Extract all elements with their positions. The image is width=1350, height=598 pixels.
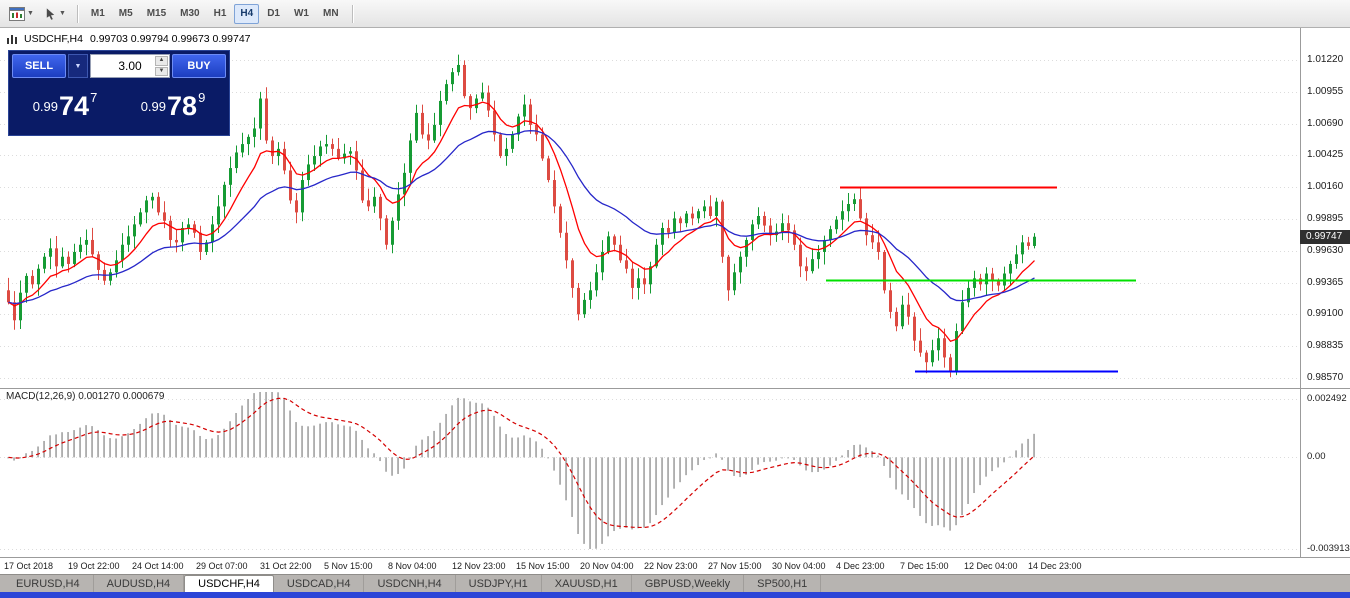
chart-ohlc-values: 0.99703 0.99794 0.99673 0.99747 [89,33,251,45]
macd-indicator-label: MACD(12,26,9) 0.001270 0.000679 [6,391,165,402]
macd-axis-label: -0.003913 [1307,542,1350,554]
tab-audusd-h4[interactable]: AUDUSD,H4 [94,575,185,592]
time-axis-label: 14 Dec 23:00 [1028,561,1082,571]
timeframe-m30[interactable]: M30 [180,8,200,19]
cursor-mode-button[interactable]: ▼ [40,3,70,25]
chart-window-icon [9,6,25,21]
sell-price-sup: 7 [90,89,98,105]
tab-usdcad-h4[interactable]: USDCAD,H4 [274,575,365,592]
time-axis-label: 12 Dec 04:00 [964,561,1018,571]
sell-price-big: 74 [59,90,90,121]
buy-price-small: 0.99 [140,98,167,114]
timeframe-m15[interactable]: M15 [146,8,167,19]
macd-axis-label: 0.002492 [1307,393,1347,405]
toolbar-separator [351,4,353,23]
time-axis-label: 29 Oct 07:00 [196,561,248,571]
timeframe-m1[interactable]: M1 [90,8,105,19]
timeframe-d1[interactable]: D1 [267,8,280,19]
volume-down-button[interactable]: ▼ [155,66,168,76]
time-axis-label: 4 Dec 23:00 [836,561,885,571]
volume-value: 3.00 [118,59,142,73]
price-axis-label: 0.99895 [1307,212,1344,224]
price-axis-label: 1.00690 [1307,117,1344,129]
macd-axis-label: 0.00 [1307,451,1326,463]
chart-symbol-label: USDCHF,H4 [24,33,83,45]
buy-price-display[interactable]: 0.99 78 9 [120,80,226,132]
time-axis-label: 12 Nov 23:00 [452,561,506,571]
time-axis-label: 17 Oct 2018 [4,561,54,571]
volume-spinner: ▲ ▼ [155,56,168,76]
tab-sp500-h1[interactable]: SP500,H1 [744,575,822,592]
price-axis-label: 0.99100 [1307,308,1344,320]
volume-input[interactable]: 3.00 ▲ ▼ [90,54,170,78]
chart-window-button[interactable]: ▼ [5,3,38,25]
toolbar: ▼ ▼ M1 M5 M15 M30 H1 H4 D1 W1 MN [0,0,1350,28]
timeframe-h1[interactable]: H1 [213,8,227,19]
chart-context-icon [7,35,17,44]
toolbar-separator [76,4,78,23]
price-axis-label: 1.00955 [1307,85,1344,97]
tab-gbpusd-weekly[interactable]: GBPUSD,Weekly [632,575,745,592]
time-axis-label: 5 Nov 15:00 [324,561,373,571]
buy-price-big: 78 [167,90,198,121]
chevron-down-icon: ▼ [58,10,66,17]
cursor-icon [46,7,55,20]
sell-price-small: 0.99 [32,98,59,114]
chart-title: USDCHF,H4 0.99703 0.99794 0.99673 0.9974… [7,33,251,45]
timeframe-m5[interactable]: M5 [118,8,133,19]
chevron-down-icon: ▼ [27,10,34,17]
current-price-badge: 0.99747 [1300,229,1350,244]
price-axis-label: 0.99365 [1307,276,1344,288]
time-axis-label: 27 Nov 15:00 [708,561,762,571]
buy-button[interactable]: BUY [172,54,226,78]
price-axis-label: 0.98570 [1307,371,1344,383]
tab-xauusd-h1[interactable]: XAUUSD,H1 [542,575,632,592]
tab-usdjpy-h1[interactable]: USDJPY,H1 [456,575,542,592]
timeframe-group: M1 M5 M15 M30 H1 H4 D1 W1 MN [85,3,345,24]
volume-up-button[interactable]: ▲ [155,56,168,66]
time-axis-label: 22 Nov 23:00 [644,561,698,571]
time-axis[interactable]: 17 Oct 2018 19 Oct 22:00 24 Oct 14:00 29 Oc… [0,559,1300,574]
buy-price-sup: 9 [198,89,206,105]
time-axis-label: 31 Oct 22:00 [260,561,312,571]
price-axis-label: 1.00160 [1307,181,1344,193]
time-axis-label: 8 Nov 04:00 [388,561,437,571]
timeframe-w1[interactable]: W1 [293,8,309,19]
chart-tab-bar: EURUSD,H4 AUDUSD,H4 USDCHF,H4 USDCAD,H4 USDC… [0,574,1350,592]
price-axis-label: 1.00425 [1307,149,1344,161]
one-click-trading-panel: SELL ▼ 3.00 ▲ ▼ BUY 0.99 74 7 0.99 78 [8,50,230,136]
tab-usdchf-h4[interactable]: USDCHF,H4 [184,575,274,592]
price-axis-label: 0.98835 [1307,340,1344,352]
time-axis-label: 20 Nov 04:00 [580,561,634,571]
time-axis-label: 15 Nov 15:00 [516,561,570,571]
sell-button[interactable]: SELL [12,54,66,78]
tab-usdcnh-h4[interactable]: USDCNH,H4 [364,575,456,592]
price-axis[interactable]: 0.99747 1.01220 1.00955 1.00690 1.00425 1.00… [1300,28,1350,558]
volume-preset-dropdown[interactable]: ▼ [68,54,88,78]
price-axis-label: 0.99630 [1307,244,1344,256]
chevron-down-icon: ▼ [74,62,82,70]
price-axis-label: 1.01220 [1307,54,1344,66]
tab-eurusd-h4[interactable]: EURUSD,H4 [3,575,94,592]
timeframe-h4[interactable]: H4 [234,3,260,24]
timeframe-mn[interactable]: MN [322,8,339,19]
status-bar [0,592,1350,598]
time-axis-label: 24 Oct 14:00 [132,561,184,571]
time-axis-label: 30 Nov 04:00 [772,561,826,571]
time-axis-label: 19 Oct 22:00 [68,561,120,571]
time-axis-label: 7 Dec 15:00 [900,561,949,571]
sell-price-display[interactable]: 0.99 74 7 [12,80,118,132]
